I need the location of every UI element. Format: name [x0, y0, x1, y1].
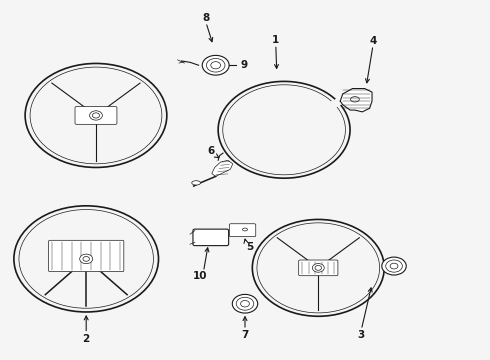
Ellipse shape	[211, 62, 220, 69]
Ellipse shape	[382, 257, 406, 275]
FancyBboxPatch shape	[193, 229, 229, 246]
Text: 5: 5	[246, 242, 253, 252]
Text: 1: 1	[272, 35, 279, 45]
Ellipse shape	[241, 301, 249, 307]
Ellipse shape	[83, 257, 90, 261]
Ellipse shape	[202, 55, 229, 75]
Ellipse shape	[232, 294, 258, 313]
Ellipse shape	[390, 263, 398, 269]
Text: 3: 3	[358, 330, 365, 340]
FancyBboxPatch shape	[229, 224, 256, 237]
Ellipse shape	[206, 58, 225, 72]
Text: 6: 6	[207, 146, 215, 156]
Text: 8: 8	[202, 13, 210, 23]
Polygon shape	[340, 89, 372, 112]
Ellipse shape	[350, 96, 359, 102]
Polygon shape	[212, 160, 233, 176]
FancyBboxPatch shape	[299, 260, 338, 276]
Ellipse shape	[80, 254, 93, 264]
Ellipse shape	[243, 228, 247, 231]
Ellipse shape	[93, 113, 99, 118]
FancyBboxPatch shape	[75, 107, 117, 124]
Ellipse shape	[90, 111, 102, 120]
FancyBboxPatch shape	[49, 240, 124, 272]
Ellipse shape	[312, 264, 324, 272]
Text: 7: 7	[241, 330, 249, 340]
Ellipse shape	[192, 181, 200, 185]
Text: 9: 9	[241, 60, 247, 70]
Ellipse shape	[386, 260, 402, 272]
Text: 2: 2	[83, 333, 90, 343]
Ellipse shape	[236, 297, 254, 310]
Text: 4: 4	[369, 36, 377, 46]
Text: 10: 10	[193, 271, 207, 281]
Ellipse shape	[315, 265, 321, 270]
